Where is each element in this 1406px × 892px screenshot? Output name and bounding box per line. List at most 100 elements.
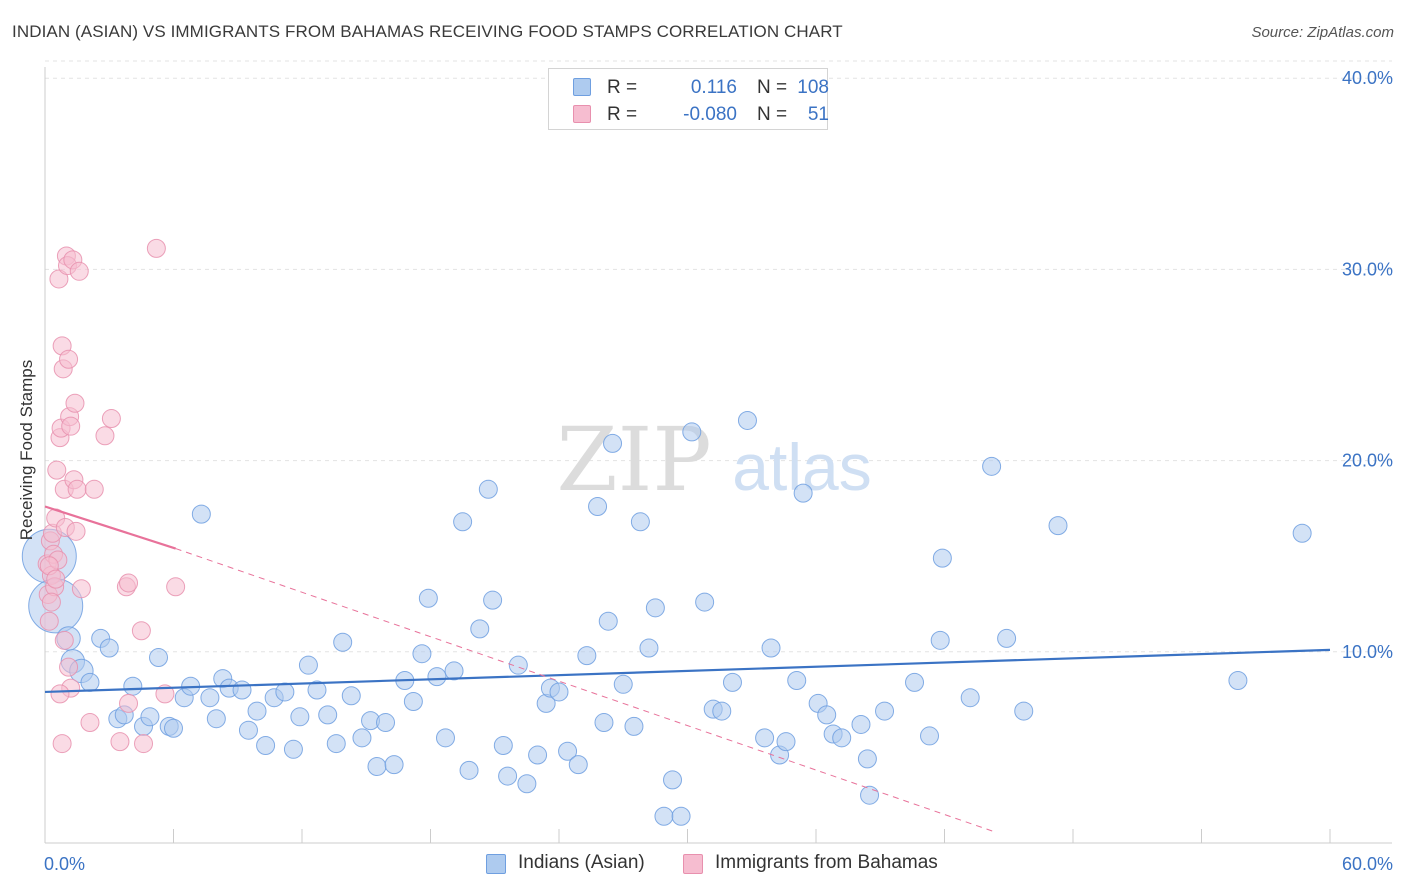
bahamas-point [134, 734, 154, 754]
bahamas-point [155, 684, 175, 704]
legend-n-label: N = [757, 77, 788, 98]
indians-point [860, 785, 880, 805]
indians-point [1048, 516, 1068, 536]
indians-point [318, 705, 338, 725]
indians-point [761, 638, 781, 658]
source-credit: Source: ZipAtlas.com [1251, 24, 1394, 41]
bahamas-point [50, 684, 70, 704]
bahamas-point [80, 713, 100, 733]
indians-point [80, 672, 100, 692]
indians-point [577, 646, 597, 666]
indians-point [1292, 523, 1312, 543]
y-tick-label: 20.0% [1342, 451, 1393, 471]
bahamas-trend-line [44, 505, 176, 550]
indians-point [755, 728, 775, 748]
indians-point [787, 670, 807, 690]
indians-point [384, 755, 404, 775]
indians-point [920, 726, 940, 746]
bahamas-point [47, 460, 67, 480]
bahamas-point [110, 732, 130, 752]
bahamas-point [46, 569, 66, 589]
indians-point [290, 707, 310, 727]
series-swatch-bahamas [683, 854, 703, 874]
bahamas-point [59, 657, 79, 677]
indians-point [722, 672, 742, 692]
indians-point [549, 682, 569, 702]
bahamas-point [119, 573, 139, 593]
bahamas-point [49, 269, 69, 289]
bahamas-trend-extension [175, 548, 994, 833]
bahamas-point [69, 261, 89, 281]
indians-point [453, 512, 473, 532]
indians-point [682, 422, 702, 442]
indians-point [99, 638, 119, 658]
indians-point [470, 619, 490, 639]
indians-point [427, 667, 447, 687]
indians-point [568, 755, 588, 775]
indians-point [982, 456, 1002, 476]
bahamas-point [119, 693, 139, 713]
indians-point [1228, 670, 1248, 690]
indians-point [930, 630, 950, 650]
y-axis-label: Receiving Food Stamps [2, 300, 52, 600]
indians-point [517, 774, 537, 794]
bahamas-point [166, 577, 186, 597]
indians-point [191, 504, 211, 524]
correlation-legend: R = 0.116 N = 108 R = -0.080 N = 51 [548, 68, 829, 130]
indians-point [613, 674, 633, 694]
legend-n-label: N = [757, 104, 788, 125]
indians-point [630, 512, 650, 532]
bahamas-point [39, 611, 59, 631]
indians-point [478, 479, 498, 499]
indians-point [298, 655, 318, 675]
y-axis-label-text: Receiving Food Stamps [17, 359, 36, 541]
indians-point [851, 714, 871, 734]
indians-point [1014, 701, 1034, 721]
indians-point [341, 686, 361, 706]
indians-point [645, 598, 665, 618]
indians-point [444, 661, 464, 681]
indians-trend-line [44, 648, 1331, 694]
indians-point [663, 770, 683, 790]
x-tick-label: 60.0% [1342, 854, 1393, 874]
bahamas-point [59, 349, 79, 369]
bahamas-point [54, 630, 74, 650]
legend-r-value: 0.116 [690, 77, 737, 98]
bahamas-point [95, 426, 115, 446]
bahamas-point [65, 393, 85, 413]
indians-point [905, 672, 925, 692]
indians-point [997, 628, 1017, 648]
indians-point [671, 806, 691, 826]
bahamas-point [66, 521, 86, 541]
legend-n-value: 51 [807, 104, 829, 125]
x-tick-label: 0.0% [44, 854, 85, 874]
indians-point [598, 611, 618, 631]
indians-point [508, 655, 528, 675]
indians-point [483, 590, 503, 610]
indians-point [832, 728, 852, 748]
bahamas-point [131, 621, 151, 641]
indians-point [493, 735, 513, 755]
indians-point [247, 701, 267, 721]
indians-point [528, 745, 548, 765]
indians-point [793, 483, 813, 503]
bahamas-point [84, 479, 104, 499]
bahamas-point [101, 409, 121, 429]
indians-point [307, 680, 327, 700]
bahamas-point [52, 734, 72, 754]
indians-point [238, 720, 258, 740]
indians-point [367, 757, 387, 777]
indians-point [817, 705, 837, 725]
indians-point [418, 588, 438, 608]
y-tick-label: 40.0% [1342, 68, 1393, 88]
indians-point [695, 592, 715, 612]
indians-point [283, 739, 303, 759]
indians-point [352, 728, 372, 748]
legend-swatch-bahamas [573, 105, 591, 123]
series-swatch-indians [486, 854, 506, 874]
indians-point [639, 638, 659, 658]
indians-point [624, 716, 644, 736]
legend-r-label: R = [607, 77, 638, 98]
chart-title: INDIAN (ASIAN) VS IMMIGRANTS FROM BAHAMA… [12, 22, 843, 41]
